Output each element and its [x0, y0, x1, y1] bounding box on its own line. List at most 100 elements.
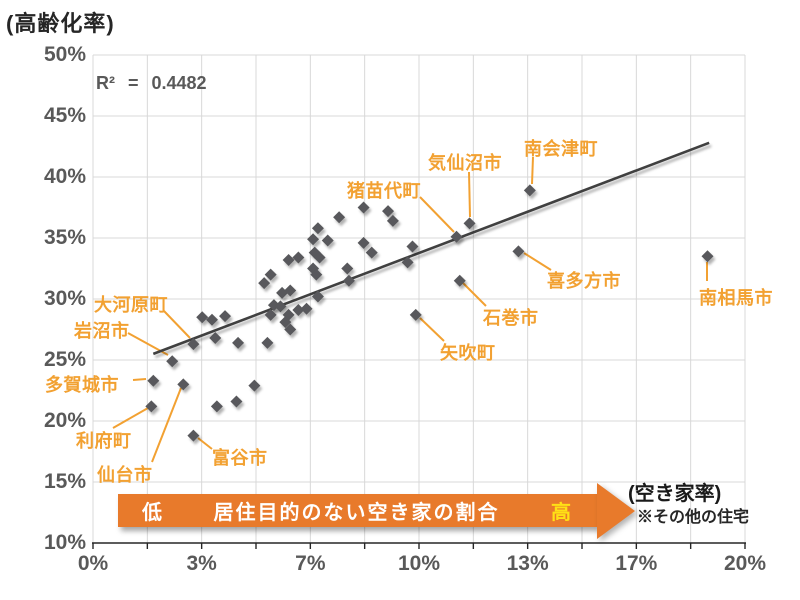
- x-tick-label: 17%: [615, 552, 658, 575]
- scatter-point: [258, 277, 271, 290]
- city-label: 気仙沼市: [428, 153, 502, 173]
- city-label: 利府町: [76, 431, 132, 451]
- scatter-point: [512, 245, 525, 258]
- scatter-point: [311, 290, 324, 303]
- y-tick-label: 45%: [43, 104, 86, 127]
- x-tick-label: 20%: [723, 552, 767, 575]
- scatter-point: [210, 400, 223, 413]
- scatter-point: [321, 234, 334, 247]
- banner-center-label: 居住目的のない空き家の割合: [213, 502, 500, 524]
- arrow-banner-head: [597, 483, 635, 539]
- leader-line: [197, 437, 213, 450]
- scatter-point: [264, 268, 277, 281]
- x-tick-label: 3%: [186, 552, 217, 575]
- city-label: 岩沼市: [74, 321, 130, 341]
- y-tick-label: 25%: [43, 348, 86, 371]
- scatter-point: [147, 374, 160, 387]
- scatter-point: [310, 268, 323, 281]
- scatter-point: [292, 303, 305, 316]
- scatter-point: [145, 400, 158, 413]
- scatter-point: [307, 233, 320, 246]
- leader-line: [112, 407, 149, 429]
- city-label: 猪苗代町: [347, 181, 421, 201]
- city-label: 仙台市: [97, 465, 153, 485]
- y-axis-title: (高齢化率): [6, 11, 115, 36]
- scatter-point: [333, 211, 346, 224]
- r-squared-label: R² = 0.4482: [96, 73, 207, 93]
- scatter-point: [357, 236, 370, 249]
- leader-line: [468, 171, 471, 218]
- y-tick-label: 10%: [43, 531, 86, 554]
- scatter-point: [282, 253, 295, 266]
- banner-high-label: 高: [551, 502, 571, 524]
- leader-line: [151, 387, 182, 463]
- leader-line: [523, 252, 552, 271]
- x-axis-footnote: ※その他の住宅: [637, 509, 750, 526]
- city-label: 多賀城市: [45, 375, 119, 395]
- y-tick-label: 40%: [43, 165, 86, 188]
- scatter-point: [463, 217, 476, 230]
- scatter-point: [166, 355, 179, 368]
- scatter-point: [342, 274, 355, 287]
- city-label: 富谷市: [212, 448, 268, 468]
- scatter-point: [341, 262, 354, 275]
- scatter-point: [274, 300, 287, 313]
- city-label: 喜多方市: [547, 271, 621, 291]
- scatter-point: [365, 246, 378, 259]
- city-label: 南会津町: [524, 139, 598, 159]
- scatter-point: [409, 308, 422, 321]
- leader-line: [419, 317, 445, 342]
- scatter-point: [406, 240, 419, 253]
- scatter-point: [261, 336, 274, 349]
- x-tick-label: 10%: [397, 552, 441, 575]
- y-tick-label: 50%: [43, 43, 86, 66]
- scatter-point: [284, 284, 297, 297]
- city-label: 矢吹町: [440, 343, 496, 363]
- leader-line: [163, 310, 191, 339]
- scatter-point: [232, 336, 245, 349]
- x-axis-title: (空き家率): [628, 483, 722, 505]
- city-label: 南相馬市: [699, 288, 773, 308]
- scatter-point: [230, 395, 243, 408]
- x-tick-label: 13%: [506, 552, 549, 575]
- y-tick-label: 20%: [43, 409, 86, 432]
- scatter-point: [177, 378, 190, 391]
- scatter-point: [453, 274, 466, 287]
- scatter-point: [248, 379, 261, 392]
- trend-line: [152, 141, 710, 356]
- scatter-point: [357, 201, 370, 214]
- scatter-point: [279, 316, 292, 329]
- scatter-point: [219, 310, 232, 323]
- y-tick-label: 30%: [43, 287, 86, 310]
- leader-line: [462, 282, 487, 307]
- scatter-point: [701, 250, 714, 263]
- x-tick-label: 7%: [295, 552, 326, 575]
- leader-line: [132, 378, 147, 381]
- city-label: 大河原町: [94, 295, 168, 315]
- scatter-point: [205, 313, 218, 326]
- scatter-point: [523, 184, 536, 197]
- scatter-point: [386, 214, 399, 227]
- scatter-point: [382, 205, 395, 218]
- scatter-point: [187, 338, 200, 351]
- leader-line: [419, 196, 455, 233]
- scatter-point: [401, 256, 414, 269]
- arrow-banner: 低 居住目的のない空き家の割合 高: [118, 494, 597, 527]
- y-tick-label: 15%: [43, 470, 86, 493]
- scatter-point: [284, 323, 297, 336]
- leader-line: [531, 156, 534, 185]
- y-tick-label: 35%: [43, 226, 86, 249]
- city-label: 石巻市: [483, 308, 539, 328]
- scatter-point: [313, 251, 326, 264]
- banner-low-label: 低: [142, 502, 162, 524]
- scatter-point: [187, 429, 200, 442]
- scatter-point: [196, 311, 209, 324]
- x-tick-label: 0%: [77, 552, 109, 575]
- points-group: [145, 184, 714, 442]
- scatter-point: [292, 251, 305, 264]
- scatter-point: [209, 332, 222, 345]
- scatter-point: [450, 230, 463, 243]
- scatter-point: [300, 302, 313, 315]
